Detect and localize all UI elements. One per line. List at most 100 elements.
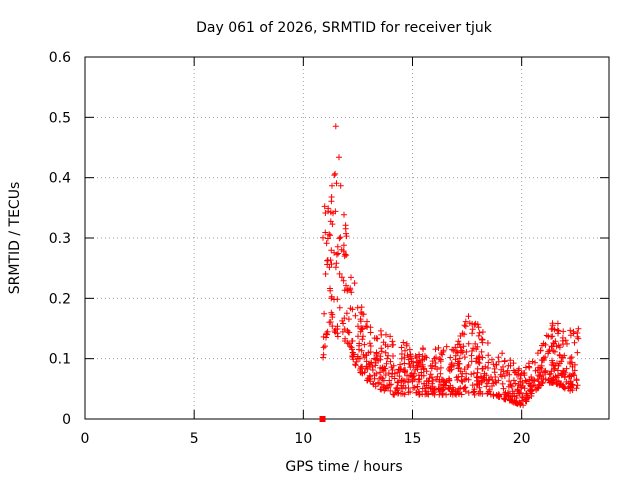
data-point — [391, 391, 397, 398]
data-point — [388, 364, 395, 371]
data-point — [468, 352, 475, 359]
data-point — [446, 375, 452, 382]
data-point — [466, 320, 473, 327]
data-point — [367, 349, 374, 355]
data-point — [546, 371, 553, 378]
data-point — [422, 353, 428, 360]
data-point — [439, 351, 446, 358]
data-point — [573, 385, 580, 392]
data-point — [343, 252, 350, 259]
data-point — [345, 329, 352, 336]
data-point — [461, 354, 468, 361]
chart-title: Day 061 of 2026, SRMTID for receiver tju… — [196, 20, 493, 36]
x-axis-label: GPS time / hours — [285, 459, 402, 475]
data-point — [367, 329, 374, 336]
data-point — [371, 355, 378, 362]
data-point — [428, 388, 435, 395]
data-point — [403, 342, 410, 349]
data-point — [395, 379, 402, 385]
data-point — [367, 343, 374, 349]
y-tick-label: 0.6 — [49, 50, 71, 66]
data-point — [463, 375, 470, 382]
data-point — [464, 364, 471, 370]
data-point — [405, 379, 412, 386]
data-point — [340, 248, 347, 255]
data-point — [323, 240, 330, 247]
data-point — [475, 332, 482, 339]
data-point — [366, 376, 373, 383]
data-point — [551, 366, 558, 373]
data-point — [421, 385, 428, 392]
data-point — [332, 208, 339, 215]
data-point — [381, 365, 388, 372]
data-point — [384, 355, 391, 362]
data-point — [378, 348, 385, 355]
data-point — [425, 378, 432, 385]
data-point — [384, 382, 390, 389]
data-point — [415, 359, 421, 366]
data-point — [457, 385, 464, 392]
data-point — [520, 402, 527, 409]
data-point — [411, 384, 418, 391]
data-point — [328, 261, 335, 268]
data-point — [530, 377, 537, 384]
data-point — [513, 371, 520, 378]
data-point — [416, 388, 423, 395]
data-point — [327, 232, 334, 239]
data-point — [363, 363, 370, 370]
data-point — [352, 312, 359, 319]
data-point — [533, 386, 540, 393]
data-point — [378, 374, 385, 381]
data-point — [456, 390, 463, 397]
data-point — [499, 373, 505, 380]
data-point — [469, 326, 476, 333]
data-point — [500, 385, 507, 392]
data-point — [341, 211, 347, 218]
data-point — [461, 322, 468, 329]
data-point — [557, 381, 564, 388]
data-point — [461, 366, 468, 373]
data-point — [483, 377, 490, 384]
axis-ticks: 0 0.1 0.2 0.3 0.4 0.5 0.6 0 5 10 15 20 — [49, 50, 609, 447]
data-point — [328, 194, 335, 200]
x-tick-label: 20 — [513, 431, 531, 447]
data-point — [522, 364, 529, 371]
data-point — [407, 353, 414, 360]
data-point — [571, 339, 578, 346]
y-axis-label: SRMTID / TECUs — [7, 182, 23, 295]
data-point — [329, 182, 335, 189]
data-point — [340, 320, 347, 327]
data-point — [383, 331, 389, 338]
data-point — [399, 377, 406, 384]
data-point — [398, 390, 404, 397]
data-point — [540, 340, 547, 347]
data-point — [470, 345, 477, 352]
data-point — [561, 384, 567, 390]
data-point — [340, 242, 347, 249]
data-point — [321, 203, 328, 210]
data-point — [322, 271, 329, 277]
data-point — [536, 381, 543, 388]
data-point — [522, 377, 529, 384]
data-point — [447, 354, 454, 361]
data-point — [552, 362, 559, 369]
data-point — [508, 398, 515, 405]
data-point — [532, 359, 538, 366]
data-point — [380, 377, 387, 384]
data-point — [491, 365, 498, 372]
data-point — [359, 336, 366, 343]
data-point — [336, 154, 342, 161]
data-point — [407, 372, 414, 378]
y-tick-label: 0 — [62, 412, 71, 428]
data-point — [499, 350, 506, 357]
data-point — [554, 320, 561, 327]
data-point — [524, 395, 530, 402]
data-point — [560, 328, 567, 335]
data-point — [394, 379, 401, 386]
data-point — [320, 351, 327, 358]
data-point — [344, 339, 351, 346]
data-point — [432, 360, 439, 366]
data-point — [401, 354, 408, 361]
data-point — [478, 375, 485, 382]
data-point — [321, 310, 328, 317]
